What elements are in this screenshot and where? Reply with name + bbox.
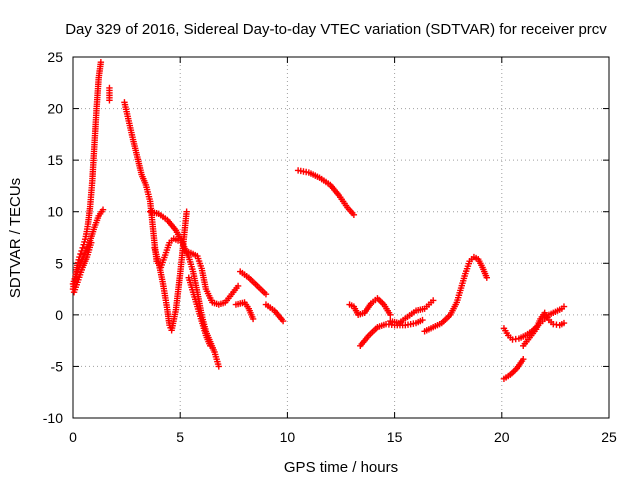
series-arc-mid-d xyxy=(185,274,214,349)
y-tick-label: -5 xyxy=(51,358,64,374)
x-tick-label: 15 xyxy=(387,429,403,445)
data-point xyxy=(520,356,527,363)
series-arc-13 xyxy=(346,295,394,319)
y-tick-label: 20 xyxy=(47,101,63,117)
data-point xyxy=(387,311,394,319)
data-point xyxy=(249,315,257,323)
data-point xyxy=(79,244,86,252)
series-arc-8b xyxy=(232,299,257,323)
data-point xyxy=(183,208,190,215)
y-tick-label: 25 xyxy=(47,49,63,65)
series-arc-21 xyxy=(520,309,568,349)
y-tick-label: -10 xyxy=(43,410,63,426)
data-point xyxy=(350,211,358,219)
data-point xyxy=(106,97,113,104)
x-tick-label: 25 xyxy=(601,429,617,445)
series-arc-low-a xyxy=(69,206,107,288)
y-axis-label: SDTVAR / TECUs xyxy=(7,178,24,298)
series-arc-10 xyxy=(294,167,358,219)
data-point xyxy=(419,316,426,324)
y-tick-label: 10 xyxy=(47,204,63,220)
series-arc-20 xyxy=(500,356,527,383)
y-tick-label: 15 xyxy=(47,152,63,168)
plot-frame xyxy=(72,56,610,419)
data-point xyxy=(560,303,568,310)
data-point xyxy=(215,363,222,370)
series-arc-22 xyxy=(537,303,568,327)
series-isolated xyxy=(106,84,113,104)
data-point xyxy=(88,239,95,246)
series-arc-13b xyxy=(357,316,426,349)
series-arc-8 xyxy=(237,268,270,298)
data-point xyxy=(262,291,270,298)
data-points xyxy=(69,58,568,383)
x-axis-label: GPS time / hours xyxy=(284,459,398,476)
series-arc-mid-b xyxy=(151,208,190,334)
data-point xyxy=(279,317,287,325)
series-arc-rise xyxy=(69,58,105,293)
series-arc-fall xyxy=(121,99,182,271)
chart-title: Day 329 of 2016, Sidereal Day-to-day VTE… xyxy=(65,21,607,38)
series-arc-15 xyxy=(387,297,437,327)
series-arc-16 xyxy=(421,253,490,335)
data-point xyxy=(234,282,242,290)
data-point xyxy=(99,206,107,213)
data-point xyxy=(97,58,105,66)
data-point xyxy=(560,319,568,327)
data-point xyxy=(429,297,437,304)
x-tick-label: 10 xyxy=(280,429,296,445)
series-arc-mid-c xyxy=(181,247,242,308)
gridlines xyxy=(73,57,609,418)
x-tick-label: 20 xyxy=(494,429,510,445)
x-tick-label: 5 xyxy=(176,429,184,445)
data-point xyxy=(483,274,490,281)
y-tick-label: 0 xyxy=(55,307,63,323)
series-arc-9 xyxy=(262,301,287,325)
series-arc-low-b xyxy=(70,239,95,296)
x-tick-label: 0 xyxy=(69,429,77,445)
data-point xyxy=(207,342,214,349)
y-tick-label: 5 xyxy=(55,255,63,271)
